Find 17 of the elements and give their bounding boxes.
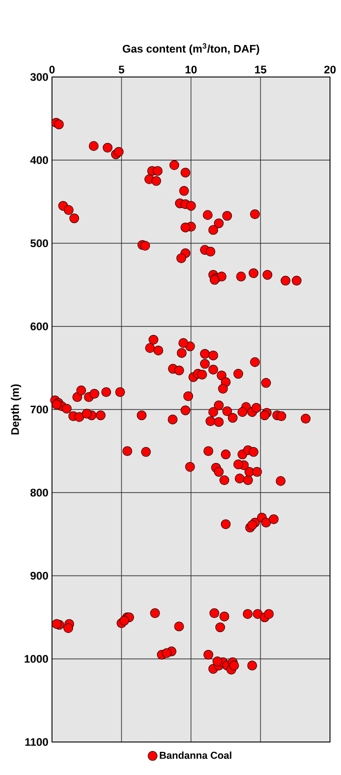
y-tick-label: 600 (30, 322, 48, 330)
y-tick-label: 1000 (24, 654, 48, 663)
x-tick-label: 5 (118, 66, 124, 74)
y-tick-label: 1100 (25, 738, 48, 746)
y-tick-label: 400 (30, 156, 48, 164)
y-axis-title: Depth (m) (10, 384, 22, 434)
y-tick-label: 700 (30, 406, 48, 414)
x-tick-label: 10 (186, 66, 197, 74)
x-tick-label: 20 (324, 66, 336, 74)
y-tick-label: 500 (30, 239, 48, 248)
y-tick-label: 900 (30, 572, 48, 580)
x-tick-label: 15 (255, 66, 266, 74)
x-axis-title: Gas content (m$^{3}$/ton, DAF) (122, 43, 260, 55)
y-tick-label: 800 (30, 488, 48, 497)
x-tick-label: 0 (49, 66, 55, 74)
y-tick-label: 300 (30, 73, 48, 81)
legend-label: Bandanna Coal (160, 752, 232, 759)
